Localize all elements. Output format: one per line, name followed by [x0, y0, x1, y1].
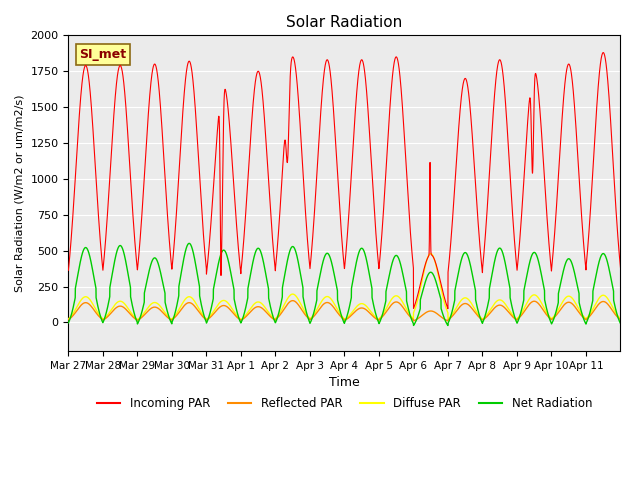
X-axis label: Time: Time: [329, 376, 360, 389]
Y-axis label: Solar Radiation (W/m2 or um/m2/s): Solar Radiation (W/m2 or um/m2/s): [15, 95, 25, 292]
Text: SI_met: SI_met: [79, 48, 127, 61]
Title: Solar Radiation: Solar Radiation: [286, 15, 403, 30]
Legend: Incoming PAR, Reflected PAR, Diffuse PAR, Net Radiation: Incoming PAR, Reflected PAR, Diffuse PAR…: [92, 392, 597, 415]
